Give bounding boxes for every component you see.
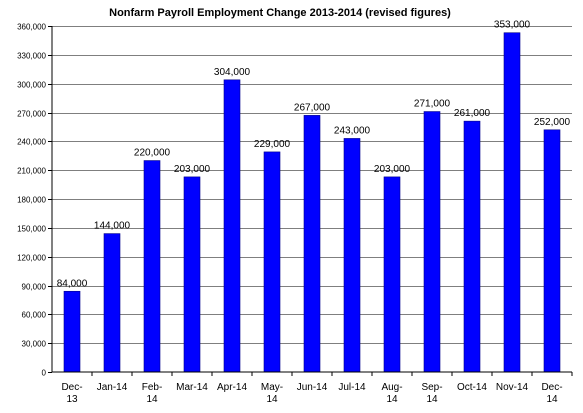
data-label: 144,000 [94,221,131,232]
x-tick-label: Apr-14 [217,382,247,393]
x-tick-label-line: Nov-14 [496,382,529,393]
x-tick-label-line: 14 [546,394,558,405]
data-label: 261,000 [454,108,491,119]
bar [343,138,361,373]
chart-title: Nonfarm Payroll Employment Change 2013-2… [109,7,451,19]
y-tick-label: 300,000 [17,81,46,90]
y-axis-ticks: 0 30,000 60,000 90,000 120,000 150,000 180,000… [17,23,52,378]
x-tick-label-line: Apr-14 [217,382,247,393]
x-tick-label: Mar-14 [176,382,208,393]
data-label: 252,000 [534,117,571,128]
x-tick-label-line: May- [261,382,283,393]
data-label: 267,000 [294,102,331,113]
bar [63,290,81,373]
data-label: 84,000 [57,278,88,289]
y-tick-label: 330,000 [17,52,46,61]
x-tick-label: Oct-14 [457,382,487,393]
bar [103,233,121,373]
data-label: 271,000 [414,99,451,110]
x-tick-label: Jul-14 [338,382,366,393]
data-label: 229,000 [254,139,291,150]
y-tick-label: 60,000 [22,311,47,320]
bar [223,79,241,373]
x-tick-label-line: Aug- [381,382,402,393]
y-tick-label: 180,000 [17,196,46,205]
x-tick-label-line: 14 [426,394,438,405]
x-tick-label-line: 13 [66,394,78,405]
y-tick-label: 0 [42,369,47,378]
x-tick-label-line: Jul-14 [338,382,366,393]
bar [463,120,481,373]
x-tick-label: Feb-14 [142,382,163,405]
y-tick-label: 240,000 [17,138,46,147]
y-tick-label: 270,000 [17,110,46,119]
data-label: 203,000 [174,164,211,175]
data-label: 220,000 [134,148,171,159]
data-label: 203,000 [374,164,411,175]
x-tick-label: Dec-14 [541,382,562,405]
bar [263,151,281,373]
x-tick-label-line: 14 [386,394,398,405]
bar [183,176,201,373]
x-tick-label-line: Jan-14 [97,382,128,393]
data-label: 243,000 [334,125,371,136]
bar [503,32,521,373]
x-tick-label: Aug-14 [381,382,402,405]
bar [303,115,321,373]
bar [143,160,161,373]
x-tick-label: Sep-14 [421,382,442,405]
x-tick-label-line: Sep- [421,382,442,393]
y-tick-label: 210,000 [17,167,46,176]
x-tick-label-line: Feb- [142,382,163,393]
data-label: 353,000 [494,20,531,31]
y-tick-label: 120,000 [17,254,46,263]
x-tick-label-line: Mar-14 [176,382,208,393]
x-tick-label-line: Dec- [541,382,562,393]
x-tick-label: Jun-14 [297,382,328,393]
bar [383,176,401,373]
bar [543,129,561,373]
x-tick-label: Dec-13 [61,382,82,405]
x-tick-label: Jan-14 [97,382,128,393]
data-label: 304,000 [214,67,251,78]
y-tick-label: 150,000 [17,225,46,234]
bars [63,32,561,373]
x-tick-label-line: Dec- [61,382,82,393]
y-tick-label: 30,000 [22,340,47,349]
bar [423,111,441,373]
x-tick-label: Nov-14 [496,382,529,393]
x-tick-label-line: 14 [146,394,158,405]
x-tick-label-line: Jun-14 [297,382,328,393]
y-tick-label: 90,000 [22,283,47,292]
x-tick-label: May-14 [261,382,283,405]
data-labels: 84,000144,000220,000203,000304,000229,00… [57,20,571,290]
x-tick-label-line: 14 [266,394,278,405]
x-tick-label-line: Oct-14 [457,382,487,393]
y-tick-label: 360,000 [17,23,46,32]
